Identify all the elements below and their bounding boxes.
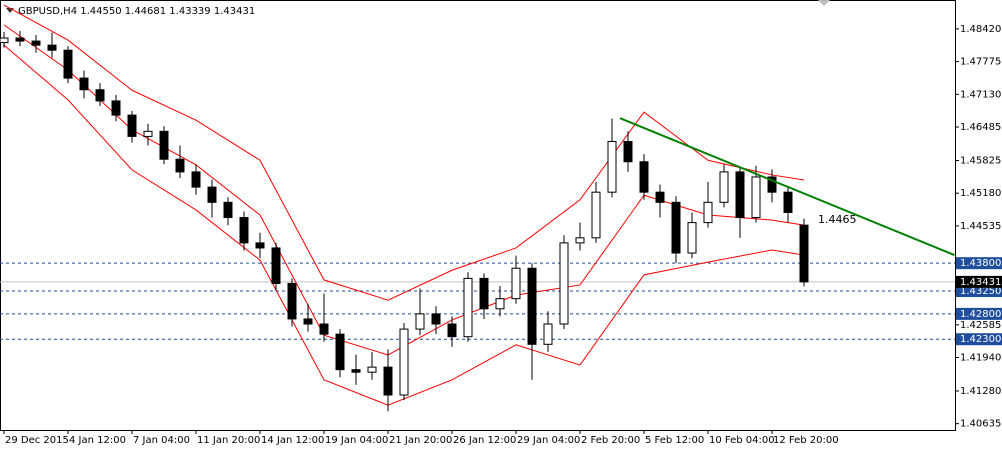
x-tick-label: 10 Feb 04:00 xyxy=(709,435,775,446)
y-tick-label: 1.41280 xyxy=(960,386,1001,397)
x-tick-label: 29 Jan 04:00 xyxy=(517,435,580,446)
level-label: 1.43250 xyxy=(960,286,1001,297)
trendline xyxy=(619,117,955,256)
candle-body xyxy=(655,191,665,203)
candle-body xyxy=(127,114,137,137)
plot-frame xyxy=(0,0,956,431)
candle-body xyxy=(143,130,153,137)
candle-body xyxy=(767,176,777,193)
x-tick-label: 11 Jan 20:00 xyxy=(197,435,260,446)
candle-body xyxy=(431,313,441,325)
candle-body xyxy=(447,323,457,338)
chart-title: GBPUSD,H4 1.44550 1.44681 1.43339 1.4343… xyxy=(18,6,255,17)
candle-body xyxy=(287,282,297,320)
candle-body xyxy=(191,171,201,188)
candle-body xyxy=(543,323,553,345)
shift-marker xyxy=(818,0,830,6)
trendline-label: 1.4465 xyxy=(818,213,857,226)
x-tick-label: 21 Jan 20:00 xyxy=(389,435,452,446)
candle-body xyxy=(623,140,633,163)
candle-body xyxy=(351,369,361,373)
y-tick-label: 1.40635 xyxy=(960,419,1001,430)
candle-body xyxy=(591,191,601,239)
candle-body xyxy=(79,77,89,91)
level-label-bg xyxy=(956,307,1002,320)
candle-body xyxy=(703,201,713,224)
candle-body xyxy=(47,44,57,51)
x-tick-label: 5 Feb 12:00 xyxy=(645,435,704,446)
x-tick-label: 14 Jan 12:00 xyxy=(261,435,324,446)
y-tick-label: 1.47130 xyxy=(960,89,1001,100)
x-tick-label: 19 Jan 04:00 xyxy=(325,435,388,446)
candle-body xyxy=(271,247,281,284)
y-tick-label: 1.41940 xyxy=(960,352,1001,363)
candle-body xyxy=(207,186,217,203)
level-label: 1.42800 xyxy=(960,309,1001,320)
x-tick-label: 7 Jan 04:00 xyxy=(133,435,190,446)
band-upper xyxy=(3,4,805,301)
y-tick-label: 1.44535 xyxy=(960,221,1001,232)
candle-body xyxy=(95,89,105,102)
candle-body xyxy=(639,161,649,193)
x-tick-label: 29 Dec 2015 xyxy=(5,435,69,446)
candle-body xyxy=(63,49,73,79)
x-tick-label: 26 Jan 12:00 xyxy=(453,435,516,446)
last-price-bg xyxy=(956,275,1002,288)
candle-body xyxy=(671,201,681,254)
candle-body xyxy=(399,328,409,396)
last-price-label: 1.43431 xyxy=(960,277,1001,288)
level-label-bg xyxy=(956,333,1002,346)
candle-body xyxy=(111,100,121,116)
x-tick-label: 12 Feb 20:00 xyxy=(773,435,839,446)
candle-body xyxy=(527,267,537,345)
candle-body xyxy=(335,333,345,371)
candle-body xyxy=(415,313,425,330)
y-tick-label: 1.47775 xyxy=(960,57,1001,68)
candle-body xyxy=(367,366,377,373)
candle-body xyxy=(799,224,809,283)
y-tick-label: 1.45180 xyxy=(960,188,1001,199)
candle-body xyxy=(575,237,585,244)
candle-body xyxy=(735,171,745,219)
candle-body xyxy=(239,217,249,244)
candle-body xyxy=(159,130,169,160)
candle-body xyxy=(607,140,617,193)
x-tick-label: 4 Jan 12:00 xyxy=(69,435,126,446)
price-axis: 1.48420 1.47775 1.47130 1.46485 1.45825 1.451… xyxy=(955,24,1002,430)
y-tick-label: 1.46485 xyxy=(960,122,1001,133)
y-tick-label: 1.42585 xyxy=(960,320,1001,331)
candle-body xyxy=(175,158,185,173)
candle-body xyxy=(31,40,41,46)
level-label-bg xyxy=(956,257,1002,270)
candle-body xyxy=(463,277,473,338)
y-tick-label: 1.45825 xyxy=(960,155,1001,166)
candle-body xyxy=(511,267,521,300)
candle-body xyxy=(751,176,761,219)
candle-body xyxy=(783,191,793,213)
band-lower xyxy=(3,44,805,406)
level-label-bg xyxy=(956,285,1002,298)
candle-body xyxy=(719,171,729,203)
x-tick-label: 2 Feb 20:00 xyxy=(581,435,640,446)
candle-body xyxy=(303,318,313,325)
candle-body xyxy=(495,298,505,310)
candle-body xyxy=(255,242,265,249)
candle-body xyxy=(223,201,233,219)
candle-body xyxy=(559,242,569,325)
y-tick-label: 1.48420 xyxy=(960,24,1001,35)
candle-body xyxy=(687,222,697,254)
candle-body xyxy=(319,323,329,335)
level-label: 1.43800 xyxy=(960,258,1001,269)
plot-area: 1.4465 xyxy=(0,4,955,412)
level-label: 1.42300 xyxy=(960,334,1001,345)
candle-body xyxy=(479,277,489,310)
candle-body xyxy=(0,37,9,44)
band-middle xyxy=(3,24,805,356)
candle-body xyxy=(15,37,25,42)
candle-body xyxy=(383,366,393,396)
